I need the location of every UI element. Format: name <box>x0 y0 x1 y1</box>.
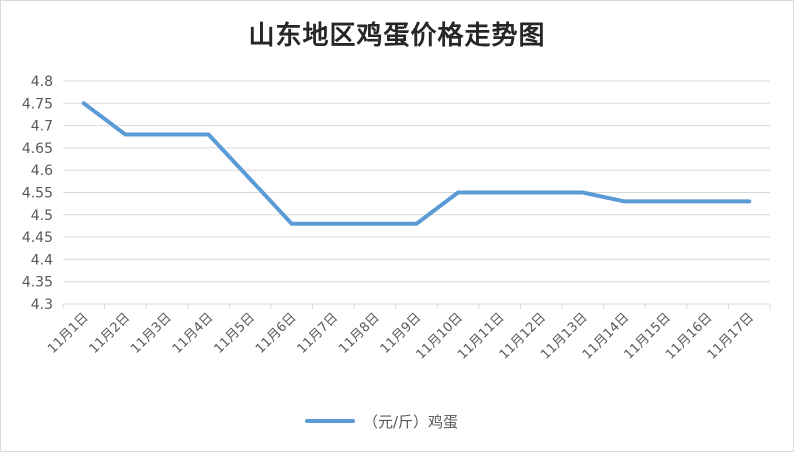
x-tick-label: 11月1日 <box>45 310 92 357</box>
chart-title: 山东地区鸡蛋价格走势图 <box>248 21 546 51</box>
y-tick-label: 4.55 <box>22 186 53 202</box>
x-tick-label: 11月3日 <box>128 310 175 357</box>
x-tick-label: 11月8日 <box>336 310 383 357</box>
y-tick-label: 4.6 <box>31 163 53 179</box>
y-tick-label: 4.7 <box>31 119 53 135</box>
y-tick-label: 4.5 <box>31 208 53 224</box>
y-tick-label: 4.8 <box>31 74 53 90</box>
y-tick-label: 4.4 <box>31 252 53 268</box>
x-tick-label: 11月6日 <box>253 310 300 357</box>
y-tick-label: 4.35 <box>22 275 53 291</box>
y-tick-label: 4.65 <box>22 141 53 157</box>
legend-label: （元/斤）鸡蛋 <box>363 413 458 431</box>
x-tick-label: 11月2日 <box>87 310 134 357</box>
y-tick-label: 4.3 <box>31 297 53 313</box>
y-tick-label: 4.45 <box>22 230 53 246</box>
x-tick-label: 11月5日 <box>211 310 258 357</box>
series-line <box>81 101 752 226</box>
y-tick-label: 4.75 <box>22 96 53 112</box>
x-tick-label: 11月7日 <box>295 310 342 357</box>
x-tick-label: 11月4日 <box>170 310 217 357</box>
